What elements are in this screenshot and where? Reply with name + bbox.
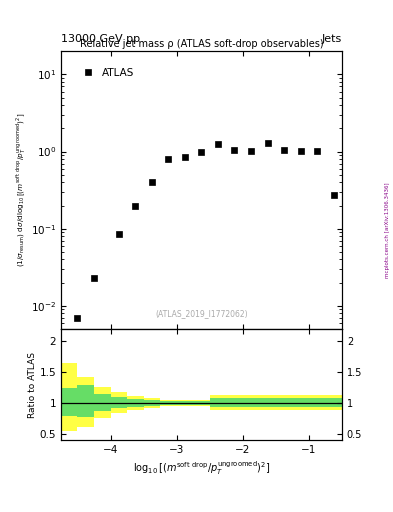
ATLAS	[298, 148, 303, 154]
ATLAS	[116, 231, 121, 237]
Y-axis label: $(1/\sigma_\mathrm{resum})\ \mathrm{d}\sigma/\mathrm{d}\log_{10}[(m^\mathrm{soft: $(1/\sigma_\mathrm{resum})\ \mathrm{d}\s…	[14, 113, 28, 267]
Y-axis label: Ratio to ATLAS: Ratio to ATLAS	[28, 352, 37, 418]
ATLAS	[331, 193, 336, 199]
ATLAS	[166, 157, 171, 163]
Text: Jets: Jets	[321, 33, 342, 44]
ATLAS	[149, 179, 154, 185]
ATLAS	[282, 147, 286, 153]
ATLAS	[182, 154, 187, 160]
ATLAS	[133, 203, 138, 209]
ATLAS	[232, 147, 237, 153]
Title: Relative jet mass ρ (ATLAS soft-drop observables): Relative jet mass ρ (ATLAS soft-drop obs…	[80, 39, 323, 49]
Legend: ATLAS: ATLAS	[75, 65, 137, 81]
ATLAS	[199, 148, 204, 155]
ATLAS	[216, 141, 220, 147]
ATLAS	[249, 147, 253, 154]
ATLAS	[265, 140, 270, 146]
Text: 13000 GeV pp: 13000 GeV pp	[61, 33, 140, 44]
ATLAS	[92, 275, 96, 281]
Text: mcplots.cern.ch [arXiv:1306.3436]: mcplots.cern.ch [arXiv:1306.3436]	[385, 183, 389, 278]
Line: ATLAS: ATLAS	[75, 140, 336, 321]
ATLAS	[315, 148, 320, 154]
X-axis label: $\log_{10}[(m^\mathrm{soft\ drop}/p_T^\mathrm{ungroomed})^2]$: $\log_{10}[(m^\mathrm{soft\ drop}/p_T^\m…	[133, 459, 270, 477]
ATLAS	[75, 315, 80, 321]
Text: (ATLAS_2019_I1772062): (ATLAS_2019_I1772062)	[155, 309, 248, 318]
